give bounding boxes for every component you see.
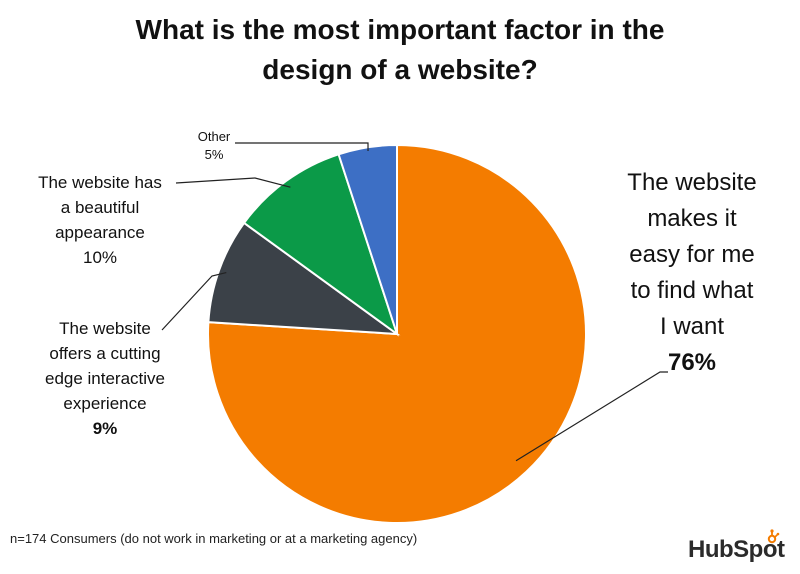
slice-beautiful bbox=[242, 152, 399, 337]
chart-title-line-2: design of a website? bbox=[262, 54, 538, 85]
leader-easy-to-find bbox=[515, 371, 668, 462]
leader-beautiful bbox=[175, 177, 291, 188]
label-other: Other 5% bbox=[198, 129, 231, 162]
label-cutting-edge-line: The website bbox=[59, 319, 151, 338]
sprocket-icon bbox=[767, 529, 780, 544]
label-easy-to-find-line: The website bbox=[627, 169, 756, 196]
logo-text-end: t bbox=[777, 536, 785, 563]
label-cutting-edge-line: offers a cutting bbox=[49, 344, 160, 363]
leader-cutting-edge bbox=[161, 271, 227, 331]
label-other-line: Other bbox=[198, 129, 231, 144]
label-easy-to-find: The website makes it easy for me to find wh… bbox=[627, 169, 756, 376]
label-easy-to-find-line: I want bbox=[660, 313, 724, 340]
slice-cutting-edge bbox=[207, 221, 401, 336]
hubspot-logo: HubSpo t bbox=[688, 529, 785, 564]
label-beautiful-line: The website has bbox=[38, 173, 162, 192]
label-easy-to-find-line: easy for me bbox=[629, 241, 754, 268]
label-beautiful: The website has a beautiful appearance 10% bbox=[38, 173, 162, 267]
label-cutting-edge-value: 9% bbox=[93, 419, 118, 438]
logo-text-o: o bbox=[762, 536, 778, 563]
label-cutting-edge-line: edge interactive bbox=[45, 369, 165, 388]
label-other-value: 5% bbox=[205, 147, 224, 162]
label-beautiful-line: appearance bbox=[55, 223, 145, 242]
label-easy-to-find-value: 76% bbox=[668, 349, 716, 376]
sample-note: n=174 Consumers (do not work in marketin… bbox=[10, 531, 418, 546]
label-cutting-edge-line: experience bbox=[63, 394, 146, 413]
logo-o: o bbox=[762, 529, 780, 564]
leader-other bbox=[235, 142, 369, 152]
label-beautiful-line: a beautiful bbox=[61, 198, 139, 217]
chart-title-line-1: What is the most important factor in the bbox=[135, 14, 665, 45]
label-easy-to-find-line: to find what bbox=[631, 277, 754, 304]
chart-title: What is the most important factor in the… bbox=[0, 10, 800, 90]
logo-text-start: HubSp bbox=[688, 536, 763, 563]
label-beautiful-value: 10% bbox=[83, 248, 117, 267]
label-cutting-edge: The website offers a cutting edge interact… bbox=[45, 319, 165, 438]
label-easy-to-find-line: makes it bbox=[647, 205, 737, 232]
